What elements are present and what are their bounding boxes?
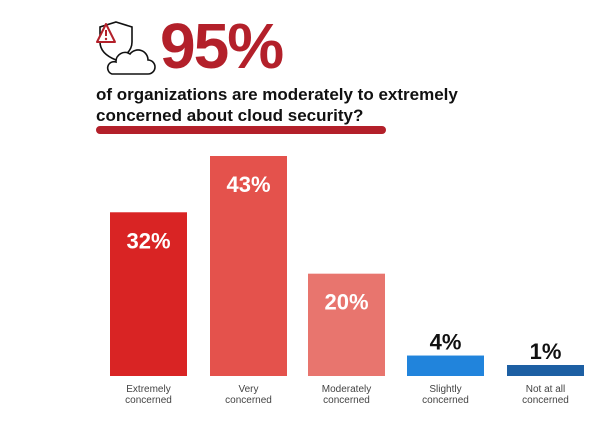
category-label: Not at all xyxy=(526,384,565,395)
category-label: Extremely xyxy=(126,384,170,395)
subtitle-line-2: concerned about cloud security? xyxy=(96,106,364,125)
data-label: 4% xyxy=(430,330,462,355)
shield-warning-cloud-icon xyxy=(94,18,156,83)
bar-1 xyxy=(210,156,287,376)
data-label: 32% xyxy=(126,228,170,253)
subtitle-line-1: of organizations are moderately to extre… xyxy=(96,85,458,104)
data-label: 20% xyxy=(324,290,368,315)
category-label: Slightly xyxy=(429,384,461,395)
bar-2 xyxy=(308,273,385,376)
bar-4 xyxy=(507,365,584,376)
category-label: concerned xyxy=(225,395,272,406)
bar-0 xyxy=(110,212,187,376)
category-label: Moderately xyxy=(322,384,371,395)
category-label: Very xyxy=(238,384,258,395)
category-label: concerned xyxy=(422,395,469,406)
bar-3 xyxy=(407,355,484,376)
divider-bar xyxy=(96,126,386,134)
data-label: 43% xyxy=(226,172,270,197)
category-label: concerned xyxy=(522,395,569,406)
data-label: 1% xyxy=(530,339,562,364)
category-label: concerned xyxy=(125,395,172,406)
headline-subtitle: of organizations are moderately to extre… xyxy=(96,84,458,126)
category-label: concerned xyxy=(323,395,370,406)
headline-percent: 95% xyxy=(160,10,284,82)
